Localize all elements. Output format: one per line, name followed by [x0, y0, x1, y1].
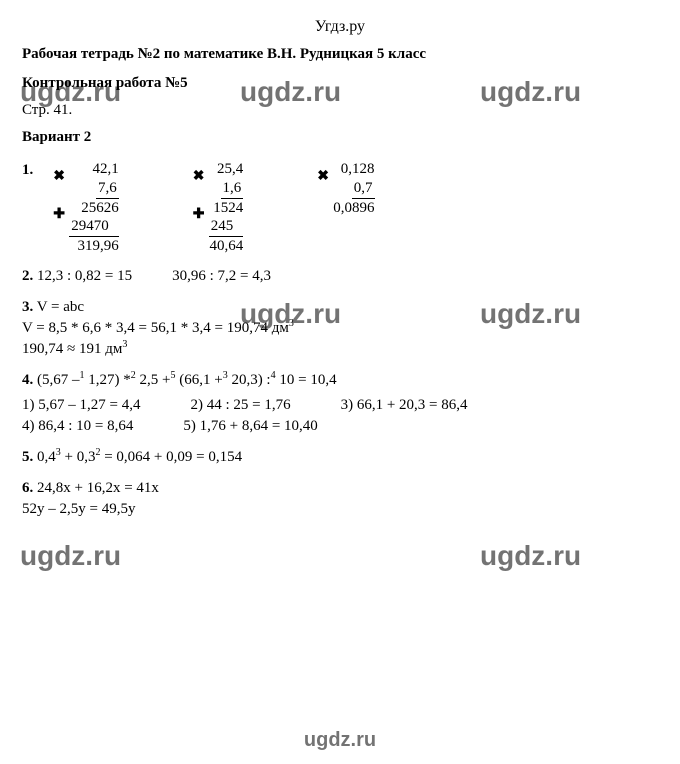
p3-line2-sup: 3	[289, 318, 294, 329]
page-number-label: Стр. 41.	[22, 102, 658, 119]
p5-a: 0,4	[37, 449, 56, 465]
p4-mid3: (66,1 +	[175, 372, 222, 388]
p2-eq2: 30,96 : 7,2 = 4,3	[172, 266, 271, 287]
mult-a: 25,4	[217, 160, 243, 179]
problem-3: 3. V = abc V = 8,5 * 6,6 * 3,4 = 56,1 * …	[22, 297, 658, 360]
p4-step-1: 1) 5,67 – 1,27 = 4,4	[22, 395, 140, 416]
problem-3-num: 3.	[22, 299, 33, 315]
times-icon: ✖	[193, 168, 205, 186]
workbook-title: Рабочая тетрадь №2 по математике В.Н. Ру…	[22, 46, 658, 63]
multiplication-columns: ✖ 42,1 7,6 ✚ 25626 29470 319,96 ✖ 25,4 1…	[69, 160, 374, 256]
problem-5-num: 5.	[22, 449, 33, 465]
p3-line1: V = abc	[37, 299, 84, 315]
problem-6: 6. 24,8x + 16,2x = 41x 52y – 2,5y = 49,5…	[22, 478, 658, 520]
problem-2-num: 2.	[22, 268, 33, 284]
mult-p2: 29470	[69, 217, 119, 237]
mult-p1: 1524	[213, 199, 243, 218]
page-container: Угдз.ру Рабочая тетрадь №2 по математике…	[0, 0, 680, 548]
p5-b: + 0,3	[61, 449, 96, 465]
site-header: Угдз.ру	[22, 18, 658, 36]
test-title: Контрольная работа №5	[22, 75, 658, 92]
footer-watermark: ugdz.ru	[0, 729, 680, 752]
p4-step-4: 4) 86,4 : 10 = 8,64	[22, 416, 133, 437]
p4-step-2: 2) 44 : 25 = 1,76	[190, 395, 290, 416]
p2-eq1: 12,3 : 0,82 = 15	[37, 268, 132, 284]
p4-mid4: 20,3) :	[228, 372, 271, 388]
mult-b: 7,6	[96, 179, 119, 199]
times-icon: ✖	[317, 168, 329, 186]
mult-a: 0,128	[341, 160, 375, 179]
p4-mid2: 2,5 +	[136, 372, 171, 388]
variant-label: Вариант 2	[22, 129, 658, 146]
mult-res: 40,64	[210, 237, 244, 256]
mult-p1: 25626	[81, 199, 119, 218]
problem-1-num: 1.	[22, 160, 33, 181]
p4-mid1: 1,27) *	[85, 372, 131, 388]
mult-col-2: ✖ 25,4 1,6 ✚ 1524 245 40,64	[209, 160, 244, 256]
problem-4-num: 4.	[22, 372, 33, 388]
problem-2: 2. 12,3 : 0,82 = 15 30,96 : 7,2 = 4,3	[22, 266, 658, 287]
plus-icon: ✚	[193, 206, 205, 224]
mult-res: 319,96	[78, 237, 119, 256]
p4-main-pre: (5,67 –	[37, 372, 80, 388]
p5-c: = 0,064 + 0,09 = 0,154	[100, 449, 242, 465]
plus-icon: ✚	[53, 206, 65, 224]
mult-p2: 245	[209, 217, 244, 237]
p6-line2: 52y – 2,5y = 49,5y	[22, 499, 658, 520]
mult-res: 0,0896	[333, 199, 374, 218]
problem-4: 4. (5,67 –1 1,27) *2 2,5 +5 (66,1 +3 20,…	[22, 370, 658, 437]
mult-a: 42,1	[93, 160, 119, 179]
problem-5: 5. 0,43 + 0,32 = 0,064 + 0,09 = 0,154	[22, 447, 658, 468]
p3-line2: V = 8,5 * 6,6 * 3,4 = 56,1 * 3,4 = 190,7…	[22, 320, 289, 336]
mult-b: 1,6	[221, 179, 244, 199]
p4-step-5: 5) 1,76 + 8,64 = 10,40	[183, 416, 317, 437]
p4-end: 10 = 10,4	[276, 372, 337, 388]
p6-line1: 24,8x + 16,2x = 41x	[37, 480, 159, 496]
problem-6-num: 6.	[22, 480, 33, 496]
p4-step-3: 3) 66,1 + 20,3 = 86,4	[341, 395, 468, 416]
p3-line3-sup: 3	[122, 339, 127, 350]
mult-col-3: ✖ 0,128 0,7 0,0896	[333, 160, 374, 217]
problem-1: 1. ✖ 42,1 7,6 ✚ 25626 29470 319,96 ✖ 25,…	[22, 160, 658, 256]
p3-line3: 190,74 ≈ 191 дм	[22, 341, 122, 357]
mult-col-1: ✖ 42,1 7,6 ✚ 25626 29470 319,96	[69, 160, 119, 256]
times-icon: ✖	[53, 168, 65, 186]
mult-b: 0,7	[352, 179, 375, 199]
